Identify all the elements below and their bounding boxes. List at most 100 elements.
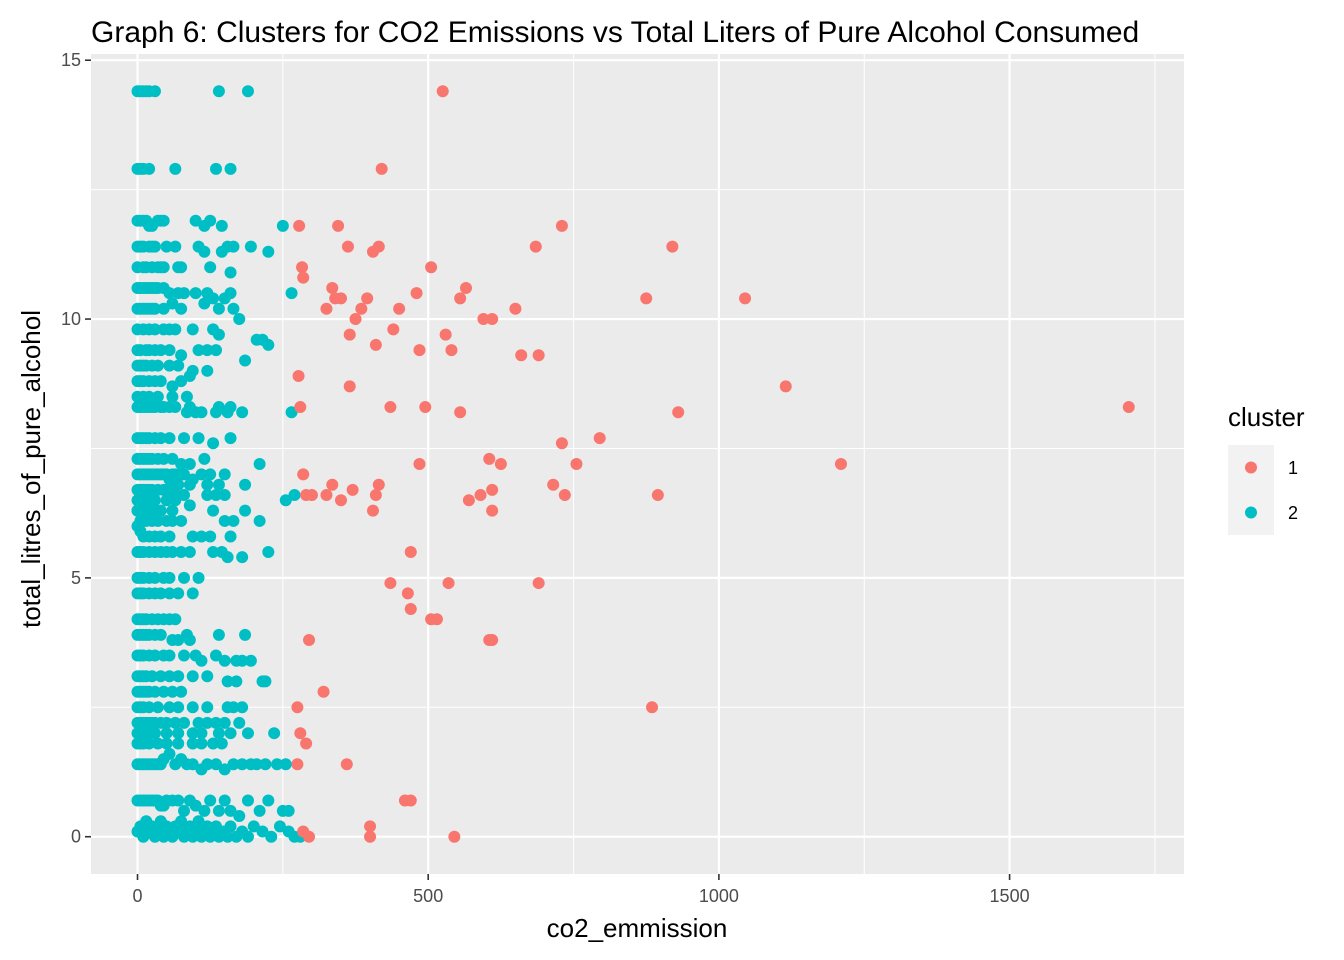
series-1-point (341, 240, 354, 253)
series-2-point (192, 716, 205, 729)
series-2-point (218, 654, 231, 667)
x-tick-label: 1500 (990, 886, 1030, 906)
series-2-point (172, 701, 185, 714)
series-2-point (218, 794, 231, 807)
series-2-point (151, 701, 164, 714)
series-2-point (233, 716, 246, 729)
legend-label-1: 1 (1288, 458, 1298, 478)
series-2-point (166, 380, 179, 393)
series-2-point (241, 727, 254, 740)
series-2-point (230, 675, 243, 688)
legend-label-2: 2 (1288, 503, 1298, 523)
series-2-point (166, 546, 179, 559)
series-1-point (300, 489, 313, 502)
series-1-point (334, 292, 347, 305)
series-1-point (558, 489, 571, 502)
series-2-point (178, 649, 191, 662)
series-2-point (186, 530, 199, 543)
series-2-point (253, 804, 266, 817)
series-2-point (172, 794, 185, 807)
series-2-point (201, 478, 214, 491)
series-2-point (224, 162, 237, 175)
series-1-point (346, 483, 359, 496)
series-2-point (175, 815, 188, 828)
series-2-point (288, 489, 301, 502)
series-2-point (236, 701, 249, 714)
series-2-point (201, 716, 214, 729)
series-2-point (236, 406, 249, 419)
series-2-point (160, 737, 173, 750)
series-1-point (303, 634, 316, 647)
axis-ticks: 0 500 1000 1500 0 5 10 15 (61, 50, 1030, 906)
series-2-point (239, 354, 252, 367)
series-1-point (303, 830, 316, 843)
series-2-point (282, 804, 295, 817)
series-2-point (166, 390, 179, 403)
series-2-point (163, 432, 176, 445)
series-2-point (265, 830, 278, 843)
series-2-point (236, 654, 249, 667)
series-2-point (169, 323, 182, 336)
series-2-point (148, 649, 161, 662)
series-2-point (204, 214, 217, 227)
series-1-point (366, 504, 379, 517)
series-2-point (239, 504, 252, 517)
series-1-point (294, 401, 307, 414)
series-1-point (293, 219, 306, 232)
series-1-point (297, 271, 310, 284)
series-2-point (241, 85, 254, 98)
series-2-point (241, 830, 254, 843)
series-2-point (279, 758, 292, 771)
series-2-point (204, 261, 217, 274)
series-1-point (355, 302, 368, 315)
series-2-point (186, 758, 199, 771)
series-2-point (192, 571, 205, 584)
series-2-point (262, 245, 275, 258)
series-2-point (224, 266, 237, 279)
series-1-point (343, 380, 356, 393)
grid-lines (91, 54, 1184, 874)
series-2-point (262, 338, 275, 351)
series-2-point (209, 758, 222, 771)
series-1-point (361, 292, 374, 305)
series-2-point (154, 587, 167, 600)
series-2-point (209, 649, 222, 662)
y-tick-label: 10 (61, 309, 81, 329)
series-2-point (239, 478, 252, 491)
series-2-point (163, 701, 176, 714)
series-2-point (198, 452, 211, 465)
series-2-point (166, 685, 179, 698)
y-tick-label: 0 (71, 827, 81, 847)
series-2-point (169, 240, 182, 253)
series-1-point (454, 406, 467, 419)
series-1-point (672, 406, 685, 419)
series-2-point (183, 546, 196, 559)
series-1-point (486, 483, 499, 496)
series-2-point (154, 504, 167, 517)
series-2-point (262, 794, 275, 807)
series-1-point (474, 489, 487, 502)
series-1-point (343, 328, 356, 341)
series-2-point (279, 494, 292, 507)
series-2-point (175, 546, 188, 559)
series-2-point (212, 302, 225, 315)
series-2-point (183, 458, 196, 470)
series-2-point (224, 401, 237, 414)
series-1-point (532, 577, 545, 590)
series-2-point (189, 799, 202, 812)
series-2-point (209, 716, 222, 729)
series-2-point (163, 747, 176, 760)
series-2-point (175, 458, 188, 470)
series-2-point (244, 240, 257, 253)
series-2-point (268, 727, 281, 740)
x-axis-title: co2_emmission (547, 913, 728, 943)
series-2-point (218, 514, 231, 527)
series-1-point (570, 458, 583, 470)
series-2-point (169, 716, 182, 729)
series-2-point (143, 701, 156, 714)
series-2-point (151, 737, 164, 750)
series-2-point (209, 344, 222, 357)
series-2-point (262, 546, 275, 559)
series-2-point (212, 804, 225, 817)
series-2-point (207, 437, 220, 450)
